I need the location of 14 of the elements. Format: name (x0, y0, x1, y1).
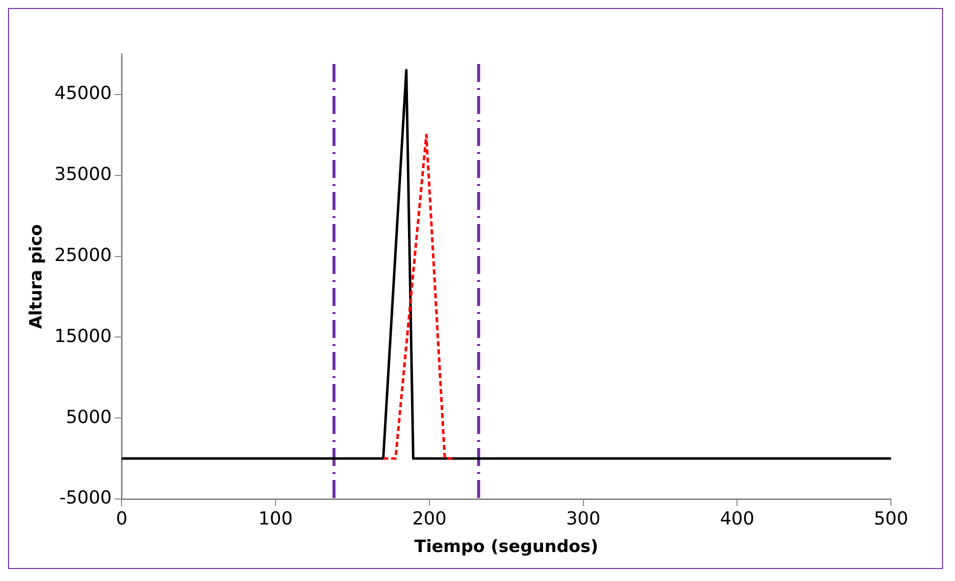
y-tick-label: 25000 (54, 244, 112, 266)
y-tick-label: 5000 (66, 406, 112, 428)
y-tick-label: 15000 (54, 326, 112, 347)
x-tick-label: 100 (258, 508, 293, 530)
x-tick-label: 0 (116, 508, 128, 530)
x-axis-title: Tiempo (segundos) (414, 537, 598, 558)
x-tick-label: 400 (720, 508, 754, 530)
x-tick-label: 200 (412, 508, 447, 530)
y-tick-label: 35000 (54, 164, 112, 186)
y-tick-label: 45000 (54, 83, 112, 104)
y-axis-title: Altura pico (26, 224, 47, 329)
x-tick-label: 500 (874, 508, 908, 530)
y-tick-label: -5000 (59, 488, 112, 509)
x-tick-label: 300 (566, 508, 600, 530)
